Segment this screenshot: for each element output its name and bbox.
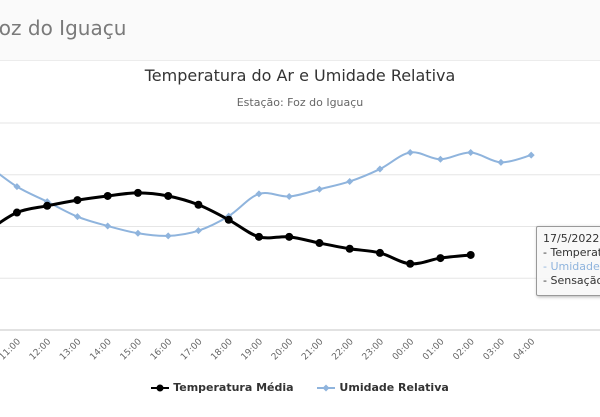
x-tick-label: 00:00	[391, 337, 417, 363]
page-title: Foz do Iguaçu	[0, 16, 127, 40]
humidity-point[interactable]	[194, 227, 202, 235]
humidity-point[interactable]	[13, 183, 21, 191]
x-tick-label: 20:00	[270, 337, 296, 363]
legend-item-humidity[interactable]: Umidade Relativa	[317, 381, 449, 394]
temperature-point[interactable]	[73, 196, 82, 205]
x-tick-label: 12:00	[28, 337, 54, 363]
x-tick-label: 03:00	[482, 337, 508, 363]
series-line-humidity	[0, 151, 532, 237]
chart-title: Temperatura do Ar e Umidade Relativa	[144, 66, 456, 85]
x-tick-label: 16:00	[149, 337, 175, 363]
x-tick-label: 11:00	[0, 337, 23, 363]
page-header: Foz do Iguaçu	[0, 0, 600, 61]
humidity-point[interactable]	[315, 185, 323, 193]
x-tick-label: 14:00	[88, 337, 114, 363]
legend-swatch-humidity	[317, 384, 336, 392]
temperature-point[interactable]	[133, 188, 142, 197]
temperature-point[interactable]	[224, 215, 233, 224]
x-tick-label: 21:00	[300, 337, 326, 363]
humidity-point[interactable]	[285, 192, 293, 200]
temperature-point[interactable]	[12, 208, 21, 217]
chart-legend: Temperatura Média Umidade Relativa	[0, 381, 600, 394]
series-line-temperature	[0, 191, 471, 266]
humidity-point[interactable]	[255, 190, 263, 198]
x-tick-label: 04:00	[512, 337, 538, 363]
x-tick-label: 18:00	[209, 337, 235, 363]
x-tick-label: 17:00	[179, 337, 205, 363]
humidity-point[interactable]	[164, 232, 172, 240]
temperature-point[interactable]	[466, 250, 475, 259]
temperature-point[interactable]	[254, 232, 263, 241]
x-tick-label: 23:00	[361, 337, 387, 363]
legend-label-temperature: Temperatura Média	[173, 381, 294, 394]
x-tick-label: 15:00	[119, 337, 145, 363]
legend-item-temperature[interactable]: Temperatura Média	[151, 381, 294, 394]
humidity-point[interactable]	[497, 158, 505, 166]
humidity-point[interactable]	[346, 177, 354, 185]
humidity-point[interactable]	[406, 148, 414, 156]
humidity-point[interactable]	[73, 213, 81, 221]
legend-label-humidity: Umidade Relativa	[339, 381, 449, 394]
humidity-point[interactable]	[134, 229, 142, 237]
temperature-point[interactable]	[285, 232, 294, 241]
chart-tooltip: 17/5/2022 - Temperatura - Umidade - Sens…	[536, 226, 600, 296]
tooltip-humidity: - Umidade	[543, 260, 600, 273]
temperature-point[interactable]	[103, 191, 112, 200]
chart-subtitle: Estação: Foz do Iguaçu	[236, 96, 364, 109]
x-tick-label: 02:00	[451, 337, 477, 363]
humidity-point[interactable]	[436, 155, 444, 163]
temperature-point[interactable]	[406, 259, 415, 268]
temperature-point[interactable]	[345, 244, 354, 253]
legend-swatch-temperature	[151, 384, 170, 392]
x-tick-label: 19:00	[240, 337, 266, 363]
humidity-point[interactable]	[527, 151, 535, 159]
x-tick-label: 01:00	[421, 337, 447, 363]
temperature-point[interactable]	[164, 191, 173, 200]
humidity-point[interactable]	[104, 222, 112, 230]
tooltip-temperature: - Temperatura	[543, 246, 600, 259]
humidity-point[interactable]	[467, 148, 475, 156]
temperature-point[interactable]	[43, 201, 52, 210]
temperature-point[interactable]	[436, 254, 445, 263]
tooltip-date: 17/5/2022	[543, 232, 600, 245]
temperature-point[interactable]	[375, 248, 384, 257]
temperature-point[interactable]	[194, 200, 203, 209]
humidity-point[interactable]	[376, 165, 384, 173]
x-tick-label: 13:00	[58, 337, 84, 363]
tooltip-feels-like: - Sensação	[543, 274, 600, 287]
x-tick-label: 22:00	[330, 337, 356, 363]
temperature-point[interactable]	[315, 239, 324, 248]
